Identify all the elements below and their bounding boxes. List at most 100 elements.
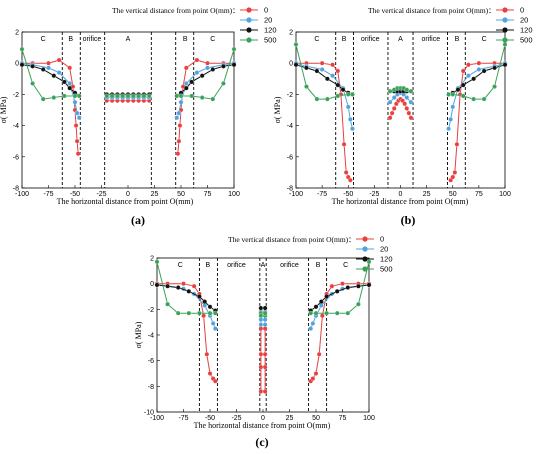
data-point — [262, 322, 268, 328]
x-tick-label: -100 — [289, 191, 303, 198]
legend-swatch-marker — [362, 256, 368, 262]
data-point — [165, 301, 170, 307]
data-point — [310, 376, 316, 381]
series-line — [295, 62, 353, 129]
data-point — [51, 95, 57, 100]
data-point — [314, 68, 320, 74]
data-point — [387, 115, 393, 121]
series-line — [296, 62, 351, 181]
data-point — [347, 117, 353, 122]
data-point — [76, 93, 82, 99]
data-point — [19, 62, 25, 68]
data-point — [104, 93, 110, 99]
x-tick-label: 0 — [261, 415, 265, 422]
legend-entry: 500 — [380, 265, 393, 274]
data-point — [404, 106, 410, 111]
x-tick-label: 75 — [339, 415, 347, 422]
series-0 — [19, 57, 237, 157]
data-point — [356, 301, 361, 307]
zone-label: B — [183, 36, 188, 43]
data-point — [502, 42, 508, 47]
zone-label: B — [342, 36, 347, 43]
data-point — [258, 389, 264, 394]
data-point — [197, 294, 202, 299]
zone-label: B — [206, 262, 211, 269]
series-line — [448, 62, 506, 129]
y-tick-label: -4 — [13, 123, 19, 130]
data-point — [30, 63, 35, 69]
data-point — [130, 93, 136, 99]
legend-entry: 20 — [380, 245, 388, 254]
series-line — [22, 59, 79, 154]
y-tick-label: -4 — [287, 123, 293, 130]
x-tick-label: 0 — [399, 191, 403, 198]
zone-label: A — [126, 36, 131, 43]
legend-swatch-marker — [502, 37, 508, 43]
data-point — [324, 294, 329, 299]
data-point — [258, 305, 264, 311]
data-point — [350, 126, 355, 132]
data-point — [262, 310, 268, 316]
x-tick-label: 100 — [228, 191, 240, 198]
legend-swatch-marker — [246, 27, 252, 33]
legend-entry: 20 — [264, 16, 272, 25]
data-point — [199, 73, 205, 79]
series-line — [450, 62, 505, 181]
data-point — [330, 73, 335, 79]
x-tick-label: 75 — [475, 191, 483, 198]
data-point — [194, 57, 200, 63]
data-point — [293, 42, 299, 47]
data-point — [404, 87, 410, 93]
data-point — [460, 68, 466, 74]
data-point — [19, 46, 25, 52]
x-tick-label: 25 — [423, 191, 431, 198]
series-500 — [293, 42, 508, 102]
data-point — [181, 281, 186, 287]
data-point — [262, 364, 268, 370]
data-point — [40, 96, 46, 102]
data-point — [212, 310, 218, 316]
legend-swatch-marker — [246, 7, 252, 13]
data-point — [46, 65, 51, 71]
data-point — [46, 60, 51, 66]
data-point — [454, 141, 460, 147]
y-axis-label: σ( MPa) — [0, 96, 8, 123]
zone-label: C — [314, 36, 319, 43]
data-point — [347, 177, 353, 183]
data-point — [212, 378, 218, 384]
data-point — [335, 93, 341, 99]
data-point — [258, 313, 264, 319]
zone-label: C — [482, 36, 487, 43]
data-point — [502, 62, 508, 68]
data-point — [350, 92, 355, 97]
data-point — [262, 389, 268, 394]
y-tick-label: -8 — [287, 186, 293, 193]
data-point — [471, 96, 476, 102]
zone-label: C — [41, 36, 46, 43]
data-point — [343, 170, 349, 175]
data-point — [476, 60, 482, 66]
data-point — [356, 283, 361, 289]
data-point — [194, 70, 200, 75]
data-point — [391, 95, 397, 100]
x-tick-label: 25 — [151, 191, 159, 198]
data-point — [205, 65, 210, 71]
data-point — [391, 106, 397, 111]
legend: The vertical distance from point O(mm)： 0… — [112, 6, 277, 45]
data-point — [308, 326, 314, 331]
data-point — [313, 304, 319, 310]
x-axis-label: The horizontal distance from point O(mm) — [332, 197, 469, 206]
data-point — [207, 310, 213, 316]
data-point — [455, 87, 461, 93]
data-point — [115, 93, 120, 99]
data-point — [366, 259, 372, 265]
panel-label: (b) — [401, 213, 416, 227]
data-point — [324, 96, 330, 102]
series-line — [157, 283, 216, 382]
legend-entry: 120 — [264, 26, 277, 35]
legend-entry: 0 — [264, 6, 268, 15]
x-tick-label: -25 — [96, 191, 106, 198]
data-point — [176, 138, 182, 144]
data-point — [313, 371, 319, 376]
